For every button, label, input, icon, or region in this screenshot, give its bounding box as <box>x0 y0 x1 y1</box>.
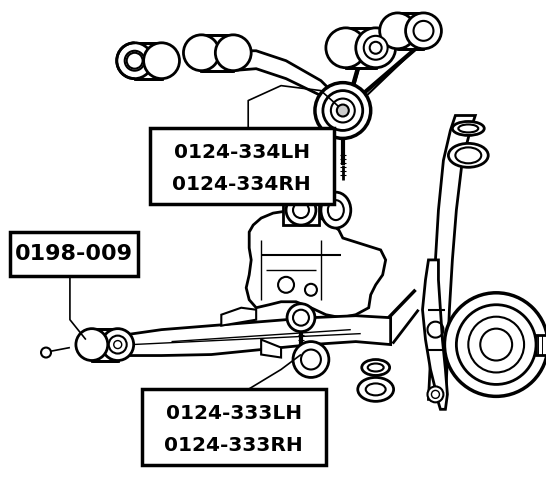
Circle shape <box>127 53 143 69</box>
Ellipse shape <box>366 384 385 396</box>
Circle shape <box>468 317 524 372</box>
Circle shape <box>144 43 180 79</box>
Polygon shape <box>429 116 475 399</box>
Ellipse shape <box>367 363 384 372</box>
Polygon shape <box>221 308 256 325</box>
Circle shape <box>124 51 145 71</box>
Bar <box>150 129 334 204</box>
Circle shape <box>356 28 396 68</box>
Circle shape <box>278 277 294 293</box>
Circle shape <box>456 305 536 384</box>
Circle shape <box>331 98 355 122</box>
Circle shape <box>315 83 371 138</box>
Polygon shape <box>397 13 424 49</box>
Circle shape <box>293 342 329 377</box>
Polygon shape <box>246 211 385 318</box>
Circle shape <box>109 336 127 354</box>
Circle shape <box>215 35 251 71</box>
Circle shape <box>413 21 434 41</box>
Ellipse shape <box>448 144 488 168</box>
Circle shape <box>183 35 219 71</box>
Circle shape <box>301 349 321 370</box>
Circle shape <box>444 293 546 396</box>
Polygon shape <box>423 260 447 409</box>
Ellipse shape <box>321 192 351 228</box>
Circle shape <box>406 13 441 49</box>
Circle shape <box>293 310 309 325</box>
Polygon shape <box>261 339 281 358</box>
Polygon shape <box>135 43 162 79</box>
Circle shape <box>117 43 152 79</box>
Ellipse shape <box>362 360 390 375</box>
Polygon shape <box>120 316 390 356</box>
Text: 0124-333RH: 0124-333RH <box>164 436 303 455</box>
Circle shape <box>286 195 316 225</box>
Ellipse shape <box>358 377 394 401</box>
Text: 0198-009: 0198-009 <box>15 244 133 264</box>
Text: 0124-334LH: 0124-334LH <box>174 143 310 162</box>
Circle shape <box>305 284 317 296</box>
Circle shape <box>114 341 122 348</box>
Polygon shape <box>232 51 346 119</box>
Circle shape <box>370 42 382 54</box>
Circle shape <box>379 13 416 49</box>
Bar <box>10 232 138 276</box>
Ellipse shape <box>458 124 478 132</box>
Text: 0124-333LH: 0124-333LH <box>165 404 302 423</box>
Circle shape <box>323 91 363 131</box>
Circle shape <box>293 202 309 218</box>
Circle shape <box>337 105 349 117</box>
Circle shape <box>364 36 388 60</box>
Ellipse shape <box>328 200 344 220</box>
Circle shape <box>480 329 512 360</box>
Polygon shape <box>201 35 233 71</box>
Bar <box>141 389 326 465</box>
Ellipse shape <box>455 147 481 163</box>
Ellipse shape <box>453 121 484 135</box>
Circle shape <box>287 304 315 332</box>
Polygon shape <box>92 329 118 360</box>
Circle shape <box>102 329 134 360</box>
Text: 0124-334RH: 0124-334RH <box>173 175 311 194</box>
Circle shape <box>76 329 108 360</box>
Polygon shape <box>283 195 319 225</box>
Circle shape <box>431 390 440 398</box>
Circle shape <box>428 386 443 402</box>
Polygon shape <box>536 335 546 355</box>
Circle shape <box>41 348 51 358</box>
Circle shape <box>326 28 366 68</box>
Polygon shape <box>346 28 376 68</box>
